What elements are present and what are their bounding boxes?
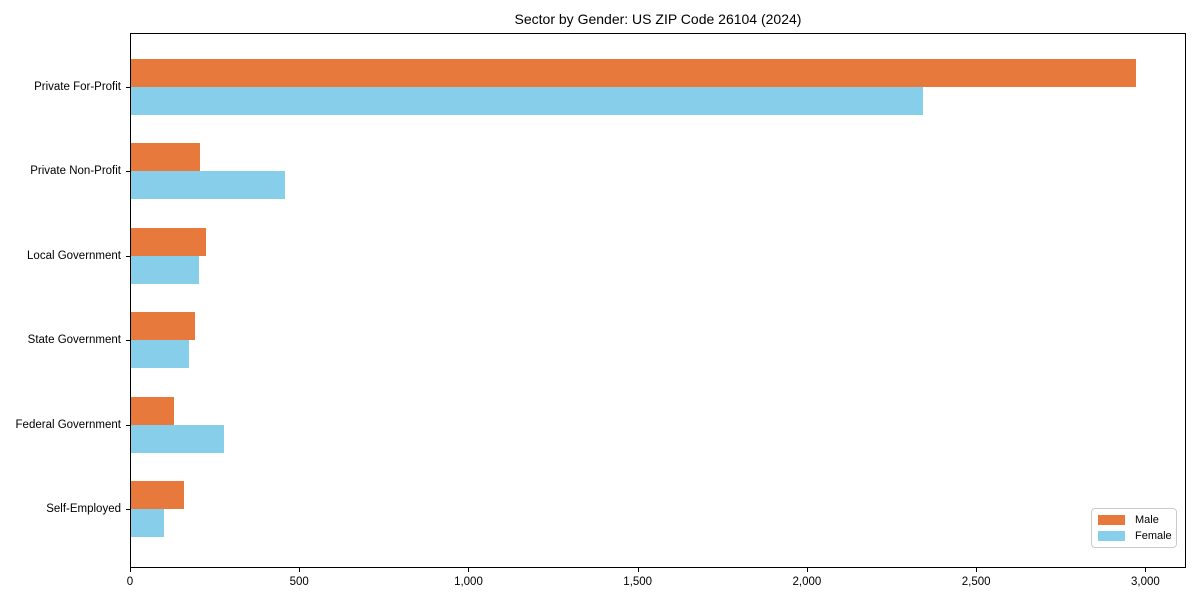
- x-tick-label-1-500: 1,500: [623, 576, 653, 588]
- x-tick-label-2-000: 2,000: [792, 576, 822, 588]
- bar-female-self-employed: [131, 509, 164, 537]
- legend-label-male: Male: [1135, 513, 1159, 526]
- y-tick-label-state-government: State Government: [27, 334, 121, 347]
- x-tick-label-2-500: 2,500: [961, 576, 991, 588]
- bar-female-private-non-profit: [131, 171, 285, 200]
- legend-item-female: Female: [1098, 529, 1172, 542]
- y-tick-mark: [126, 171, 130, 173]
- y-tick-mark: [126, 509, 130, 510]
- legend-label-female: Female: [1135, 529, 1172, 542]
- x-tick-mark: [468, 568, 470, 572]
- x-tick-mark: [1145, 568, 1147, 572]
- x-tick-label-500: 500: [289, 576, 309, 588]
- y-tick-mark: [126, 340, 130, 342]
- x-tick-mark: [299, 568, 301, 572]
- x-tick-label-1-000: 1,000: [454, 576, 483, 588]
- y-tick-mark: [126, 255, 130, 257]
- y-tick-mark: [126, 424, 130, 426]
- bar-male-self-employed: [131, 481, 184, 509]
- bar-female-state-government: [131, 340, 189, 369]
- bar-male-private-for-profit: [131, 59, 1136, 87]
- bar-male-state-government: [131, 312, 195, 341]
- bar-female-local-government: [131, 255, 199, 284]
- x-tick-mark: [806, 568, 808, 572]
- y-tick-label-local-government: Local Government: [27, 249, 121, 262]
- x-tick-mark: [976, 568, 978, 572]
- y-tick-label-federal-government: Federal Government: [15, 418, 121, 431]
- x-tick-label-3-000: 3,000: [1130, 576, 1160, 588]
- y-tick-mark: [126, 87, 130, 88]
- x-tick-label-0: 0: [126, 576, 134, 588]
- legend-item-male: Male: [1098, 513, 1170, 526]
- bar-male-private-non-profit: [131, 143, 200, 172]
- y-tick-label-self-employed: Self-Employed: [46, 503, 121, 515]
- y-tick-label-private-non-profit: Private Non-Profit: [30, 165, 121, 178]
- bar-female-federal-government: [131, 424, 224, 453]
- chart-title: Sector by Gender: US ZIP Code 26104 (202…: [514, 11, 802, 27]
- x-tick-mark: [637, 568, 639, 572]
- y-tick-label-private-for-profit: Private For-Profit: [34, 81, 121, 93]
- legend-swatch-female-icon: [1098, 531, 1125, 541]
- legend-swatch-male-icon: [1098, 515, 1125, 525]
- plot-area: [130, 33, 1186, 568]
- bar-female-private-for-profit: [131, 87, 923, 115]
- bar-male-federal-government: [131, 396, 174, 425]
- bar-male-local-government: [131, 227, 206, 256]
- legend: Male Female: [1091, 508, 1177, 548]
- x-tick-mark: [130, 568, 131, 572]
